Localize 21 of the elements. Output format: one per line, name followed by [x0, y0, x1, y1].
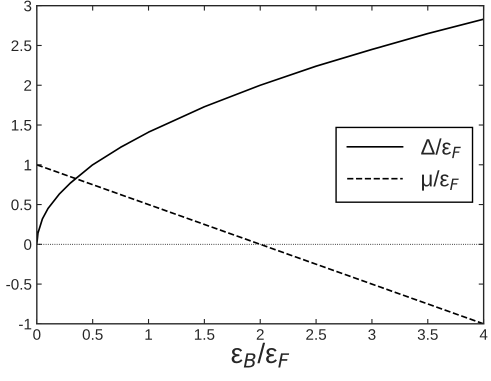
x-tick-label: 2: [256, 329, 264, 340]
x-tick-label: 3.5: [418, 329, 438, 340]
y-tick-label: 1: [24, 160, 32, 170]
y-tick-label: -1: [19, 318, 32, 330]
y-tick-label: 2: [24, 80, 32, 91]
y-tick-label: 0.5: [11, 199, 32, 210]
x-tick-label: 0.5: [82, 329, 103, 340]
x-axis-title: ε$_{B}$/ε$_{F}$: [232, 342, 290, 368]
y-tick-label: 1.5: [12, 120, 32, 131]
x-tick-label: 1.5: [194, 329, 214, 340]
y-tick-label: 3: [24, 0, 32, 12]
y-tick-label: 2.5: [11, 40, 32, 52]
x-tick-label: 3: [368, 329, 376, 340]
x-tick-label: 4: [480, 329, 488, 340]
y-tick-label: -0.5: [6, 278, 32, 290]
x-tick-label: 2.5: [306, 329, 326, 340]
x-tick-label: 0: [33, 329, 40, 340]
legend-label: Δ/ε$_{F}$: [421, 138, 461, 158]
x-tick-label: 1: [145, 329, 152, 340]
y-tick-label: 0: [24, 239, 32, 250]
legend-label: μ/ε$_{F}$: [422, 170, 459, 191]
